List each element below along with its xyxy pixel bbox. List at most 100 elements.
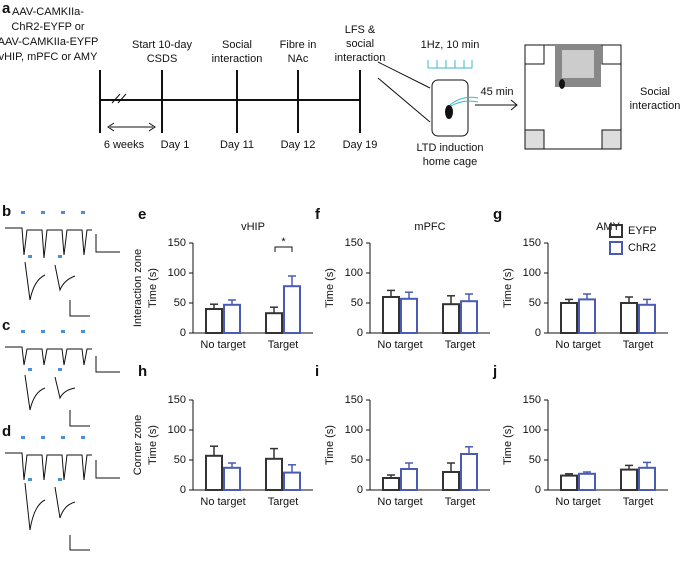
- bar: [265, 457, 283, 491]
- corner: [524, 44, 545, 65]
- y-axis-label: Time (s): [147, 425, 159, 465]
- y-tick-label: 150: [345, 394, 363, 406]
- aav-text: AAV-CAMKIIa-EYFP: [0, 36, 98, 48]
- fibre: [449, 96, 479, 107]
- legend-label: EYFP: [628, 225, 657, 237]
- legend-swatch: [609, 241, 623, 255]
- x-tick-label: No target: [555, 496, 600, 508]
- bar: [400, 468, 418, 491]
- arena-text: Social: [640, 86, 670, 98]
- x-tick-label: No target: [377, 339, 422, 351]
- x-tick-label: Target: [445, 339, 476, 351]
- y-tick-label: 150: [523, 237, 541, 249]
- y-tick-label: 50: [174, 297, 186, 309]
- bar: [223, 466, 241, 491]
- arrow: [107, 122, 156, 132]
- bar: [400, 297, 418, 334]
- bar: [638, 303, 656, 334]
- corner: [601, 44, 622, 65]
- y-tick-label: 0: [357, 484, 363, 496]
- bar: [560, 474, 578, 492]
- y-tick-label: 0: [180, 484, 186, 496]
- bar: [620, 468, 638, 492]
- bar: [442, 471, 460, 491]
- bar: [560, 302, 578, 334]
- bar: [283, 471, 301, 492]
- step: NAc: [288, 53, 309, 65]
- x-tick-label: Target: [268, 496, 299, 508]
- y-tick-label: 50: [351, 454, 363, 466]
- y-tick-label: 0: [535, 484, 541, 496]
- aav-text: AAV-CAMKIIa-: [12, 6, 84, 18]
- panel-label: a: [2, 0, 11, 17]
- y-tick-label: 100: [168, 267, 186, 279]
- day: Day 12: [281, 139, 316, 151]
- bar: [382, 296, 400, 334]
- bar: [205, 308, 223, 334]
- y-tick-label: 150: [168, 237, 186, 249]
- arrow: [475, 99, 518, 111]
- y-tick-label: 0: [535, 327, 541, 339]
- y-axis-label: Time (s): [502, 268, 514, 308]
- y-tick-label: 50: [529, 454, 541, 466]
- day: Day 11: [220, 139, 254, 151]
- bar: [223, 303, 241, 334]
- step: Fibre in: [280, 39, 317, 51]
- bar: [442, 303, 460, 335]
- panel-label: d: [2, 423, 11, 440]
- y-tick-label: 50: [529, 297, 541, 309]
- step: Start 10-day: [132, 39, 192, 51]
- y-axis-label: Time (s): [502, 425, 514, 465]
- traces: [5, 227, 120, 551]
- stim: 1Hz, 10 min: [421, 39, 480, 51]
- day: Day 1: [161, 139, 190, 151]
- row-label: Interaction zone: [132, 249, 144, 327]
- y-tick-label: 100: [345, 267, 363, 279]
- step: CSDS: [147, 53, 178, 65]
- aav-text: vHIP, mPFC or AMY: [0, 51, 98, 63]
- y-tick-label: 150: [168, 394, 186, 406]
- sig-bracket: [274, 246, 293, 252]
- x-tick-label: Target: [623, 339, 654, 351]
- panel-label: b: [2, 203, 11, 220]
- panel-label: h: [138, 363, 147, 380]
- bar: [460, 453, 478, 491]
- y-tick-label: 50: [351, 297, 363, 309]
- arena-text: interaction: [630, 100, 681, 112]
- day: Day 19: [343, 139, 378, 151]
- y-axis-label: Time (s): [324, 268, 336, 308]
- legend-label: ChR2: [628, 242, 656, 254]
- corner: [524, 129, 545, 150]
- zoom-lines: [377, 61, 431, 123]
- y-tick-label: 100: [523, 267, 541, 279]
- chart-title: vHIP: [241, 221, 265, 233]
- y-tick-label: 0: [357, 327, 363, 339]
- corner: [601, 129, 622, 150]
- chart-title: mPFC: [414, 221, 445, 233]
- timeline: [99, 70, 361, 133]
- panel-label: c: [2, 317, 10, 334]
- step: interaction: [212, 53, 263, 65]
- bar: [205, 454, 223, 491]
- x-tick-label: Target: [623, 496, 654, 508]
- panel-label: e: [138, 206, 146, 223]
- stim-markers: [21, 211, 85, 481]
- bar: [283, 285, 301, 335]
- chart-title: AMY: [596, 221, 621, 233]
- cage-text: home cage: [423, 156, 477, 168]
- cage-text: LTD induction: [416, 142, 483, 154]
- row-label: Corner zone: [132, 415, 144, 476]
- panel-label: f: [315, 206, 321, 223]
- break: [111, 93, 127, 104]
- y-tick-label: 150: [345, 237, 363, 249]
- y-tick-label: 100: [345, 424, 363, 436]
- y-axis-label: Time (s): [147, 268, 159, 308]
- x-tick-label: No target: [555, 339, 600, 351]
- y-tick-label: 0: [180, 327, 186, 339]
- bar: [265, 312, 283, 335]
- bar: [460, 300, 478, 335]
- x-tick-label: No target: [200, 339, 245, 351]
- bar: [578, 472, 596, 491]
- y-tick-label: 150: [523, 394, 541, 406]
